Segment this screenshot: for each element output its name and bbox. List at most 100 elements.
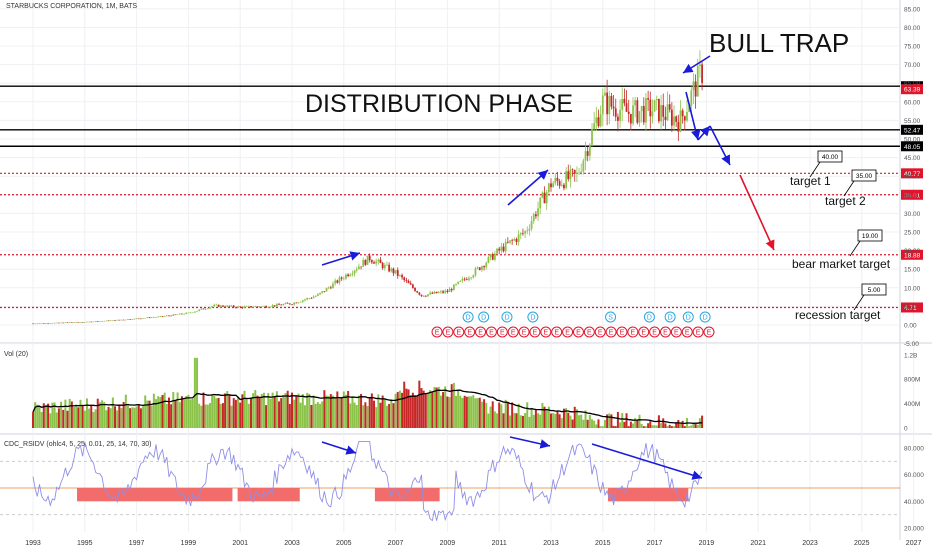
volume-bar (489, 406, 492, 428)
volume-bar (327, 396, 330, 428)
earnings-marker-text: E (456, 330, 461, 337)
candle-body (601, 95, 604, 115)
dividend-marker-text: D (504, 315, 509, 322)
candle-body (189, 312, 192, 314)
candle-body (42, 323, 45, 324)
volume-bar (92, 411, 95, 428)
volume-bar (683, 426, 686, 428)
candle-body (565, 171, 568, 189)
arrow-bull-trap (682, 55, 711, 74)
candle-body (578, 172, 580, 174)
candle-body (280, 304, 283, 306)
volume-bar (601, 426, 604, 428)
candle-body (157, 316, 160, 318)
earnings-marker (616, 326, 628, 338)
volume-bar (217, 397, 220, 428)
volume-bar (51, 402, 54, 428)
candle-body (629, 113, 632, 124)
candle-body (271, 305, 274, 307)
volume-bar (299, 402, 302, 428)
volume-bar (193, 357, 196, 428)
volume-bar (647, 423, 650, 428)
volume-bar (316, 402, 319, 428)
volume-bar (362, 405, 365, 428)
candle-body (49, 323, 52, 324)
candle-body (407, 280, 410, 284)
dividend-marker (699, 311, 711, 323)
volume-bar (534, 409, 537, 428)
candle-body (662, 105, 665, 117)
volume-bar (681, 420, 684, 428)
candle-body (450, 289, 453, 291)
rsi-tick-label: 80.000 (904, 446, 924, 453)
candle-body (152, 317, 155, 318)
candle-body (373, 262, 375, 264)
price-tick-label: 55.00 (904, 118, 921, 125)
earnings-marker (649, 326, 661, 338)
candle-body (62, 322, 65, 324)
volume-bar (77, 407, 80, 428)
dividend-marker-text: D (703, 315, 708, 322)
volume-bar (442, 392, 445, 428)
earnings-marker-text: E (554, 330, 559, 337)
bull-trap-label: BULL TRAP (709, 28, 849, 58)
candle-body (530, 221, 533, 229)
volume-bar (165, 404, 168, 428)
level-badge-63.39 (901, 84, 923, 95)
volume-bar (105, 410, 108, 428)
candle-body (368, 255, 371, 261)
candle-body (105, 320, 108, 322)
candle-body (692, 81, 695, 91)
candle-body (442, 291, 444, 293)
volume-bar (556, 411, 559, 428)
candle-body (122, 319, 125, 321)
volume-bar (243, 390, 246, 428)
earnings-marker-text: E (707, 330, 712, 337)
volume-bar (599, 426, 602, 428)
volume-bar (506, 401, 509, 428)
candle-body (496, 248, 498, 254)
volume-bar (206, 404, 209, 428)
candle-body (552, 183, 555, 188)
earnings-marker-text: E (641, 330, 646, 337)
candle-body (269, 306, 272, 308)
candle-body (528, 228, 531, 231)
volume-bar (670, 426, 673, 428)
candle-body (360, 266, 362, 268)
price-tick-label: 15.00 (904, 267, 921, 274)
rsi-tick-label: 60.000 (904, 472, 924, 479)
candle-body (133, 318, 136, 320)
volume-bar (79, 399, 82, 428)
earnings-marker-text: E (674, 330, 679, 337)
candle-body (606, 92, 609, 115)
volume-bar (293, 399, 296, 428)
volume-bar (90, 404, 93, 428)
candle-body (77, 322, 80, 323)
callout-text: 5.00 (868, 287, 881, 294)
earnings-marker-text: E (478, 330, 483, 337)
candle-body (217, 304, 220, 307)
candle-body (463, 278, 466, 280)
volume-bar (198, 403, 201, 428)
level-badge-4.71 (901, 302, 923, 313)
volume-bar (493, 411, 496, 428)
dividend-marker (682, 311, 694, 323)
candle-body (232, 305, 235, 308)
candle-body (347, 274, 350, 277)
volume-bar (623, 421, 626, 428)
candle-body (683, 116, 686, 121)
candle-body (51, 323, 54, 324)
candle-body (295, 302, 298, 304)
callout-pointer (809, 161, 821, 178)
earnings-marker-text: E (609, 330, 614, 337)
candle-body (519, 233, 522, 235)
volume-bar (196, 357, 199, 428)
volume-bar (344, 394, 347, 428)
candle-body (172, 314, 175, 316)
volume-bar (150, 405, 153, 428)
earnings-marker-text: E (652, 330, 657, 337)
dividend-marker-text: S (608, 315, 613, 322)
candle-body (567, 171, 570, 180)
candle-body (351, 273, 354, 275)
